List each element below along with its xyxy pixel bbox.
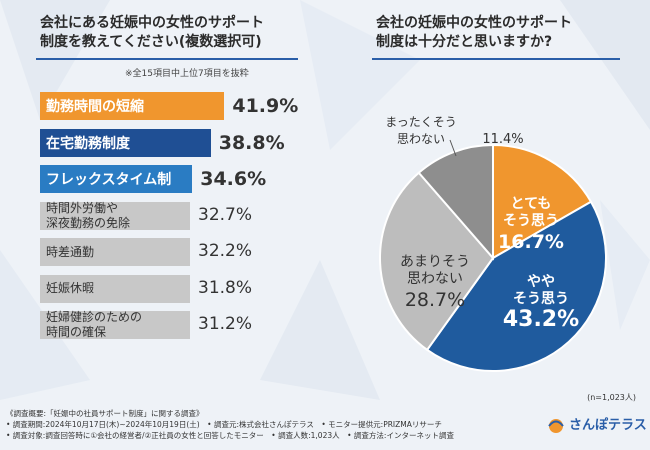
pie-label-line: そう思う — [503, 213, 559, 229]
right-title-line2: 制度は十分だと思いますか? — [376, 34, 553, 50]
survey-footer: 《調査概要:「妊娠中の社員サポート制度」に関する調査》 • 調査期間:2024年… — [6, 408, 546, 441]
bar-7: 妊婦健診のための 時間の確保 — [40, 310, 190, 340]
bar-value-label: 41.9% — [232, 95, 299, 117]
right-title-line1: 会社の妊娠中の女性のサポート — [376, 15, 572, 31]
bar-label: 妊婦健診のための 時間の確保 — [46, 310, 142, 340]
pie-value-label: 16.7% — [498, 231, 564, 253]
bar-value-label: 38.8% — [218, 131, 285, 154]
pie-label-line: とても — [511, 196, 552, 212]
footer-line2: • 調査期間:2024年10月17日(木)~2024年10月19日(土) • 調… — [6, 420, 442, 429]
pie-label-line: あまりそう — [400, 254, 470, 270]
pie-label-line: まったくそう — [385, 115, 457, 129]
bar-label-line: 深夜勤務の免除 — [46, 215, 131, 230]
footer-line3: • 調査対象:調査回答時に①会社の経営者/②正社員の女性と回答したモニター • … — [6, 431, 454, 440]
pie-value-label: 28.7% — [405, 289, 465, 311]
bar-label: 妊娠休暇 — [46, 281, 94, 296]
pie-label-line: そう思う — [513, 291, 569, 307]
bar-value-label: 34.6% — [200, 168, 267, 190]
bar-label: 時間外労働や 深夜勤務の免除 — [46, 201, 130, 231]
right-chart-title: 会社の妊娠中の女性のサポート 制度は十分だと思いますか? — [376, 14, 616, 52]
bar-value-label: 32.2% — [198, 241, 253, 261]
bar-3: フレックスタイム制 — [40, 165, 193, 193]
logo-text: さんぽテラス — [569, 418, 647, 433]
pie-label-line: 思わない — [397, 132, 445, 146]
bar-label: 勤務時間の短縮 — [46, 96, 144, 116]
bar-label-line: 妊婦健診のための — [46, 310, 143, 324]
bar-5: 時差通勤 — [40, 238, 190, 266]
sample-size: (n=1,023人) — [587, 393, 636, 402]
bar-label-line: 時差通勤 — [46, 244, 95, 259]
pie-leader-line — [449, 139, 457, 157]
footer-line1: 《調査概要:「妊娠中の社員サポート制度」に関する調査》 — [6, 409, 204, 418]
bar-1: 勤務時間の短縮 — [40, 92, 225, 120]
bar-label-line: 時間の確保 — [46, 325, 107, 339]
pie-value-label: 43.2% — [503, 307, 579, 332]
bar-value-label: 31.2% — [198, 314, 253, 334]
bar-label-line: 妊娠休暇 — [46, 281, 95, 295]
pie-label-line: 思わない — [407, 271, 463, 287]
selection-note: ※全15項目中上位7項目を抜粋 — [125, 69, 249, 79]
pie-label-line: やや — [527, 274, 555, 290]
logo-icon — [548, 418, 564, 433]
bar-label-line: フレックスタイム制 — [46, 172, 172, 188]
bar-label-line: 勤務時間の短縮 — [46, 99, 144, 115]
left-chart-title: 会社にある妊娠中の女性のサポート 制度を教えてください(複数選択可) — [40, 14, 295, 52]
bar-value-label: 31.8% — [198, 277, 253, 298]
left-title-underline — [36, 58, 298, 60]
bar-label-line: 在宅勤務制度 — [46, 135, 130, 152]
bar-2: 在宅勤務制度 — [40, 128, 211, 157]
bar-6: 妊娠休暇 — [40, 274, 190, 303]
bar-label-line: 時間外労働や — [46, 200, 119, 215]
bar-label: フレックスタイム制 — [46, 169, 171, 189]
right-title-underline — [372, 58, 620, 60]
bar-value-label: 32.7% — [198, 204, 253, 225]
bar-label: 時差通勤 — [46, 245, 94, 260]
bar-label: 在宅勤務制度 — [46, 133, 130, 153]
pie-slice-2 — [425, 200, 607, 372]
pie-slice-4 — [417, 143, 494, 261]
pie-value-label: 11.4% — [482, 132, 523, 147]
left-title-line2: 制度を教えてください(複数選択可) — [40, 34, 262, 50]
left-title-line1: 会社にある妊娠中の女性のサポート — [40, 15, 264, 31]
bar-4: 時間外労働や 深夜勤務の免除 — [40, 201, 190, 231]
company-logo: さんぽテラス — [546, 414, 647, 433]
pie-slice-1 — [492, 143, 593, 260]
pie-slice-3 — [379, 171, 495, 352]
